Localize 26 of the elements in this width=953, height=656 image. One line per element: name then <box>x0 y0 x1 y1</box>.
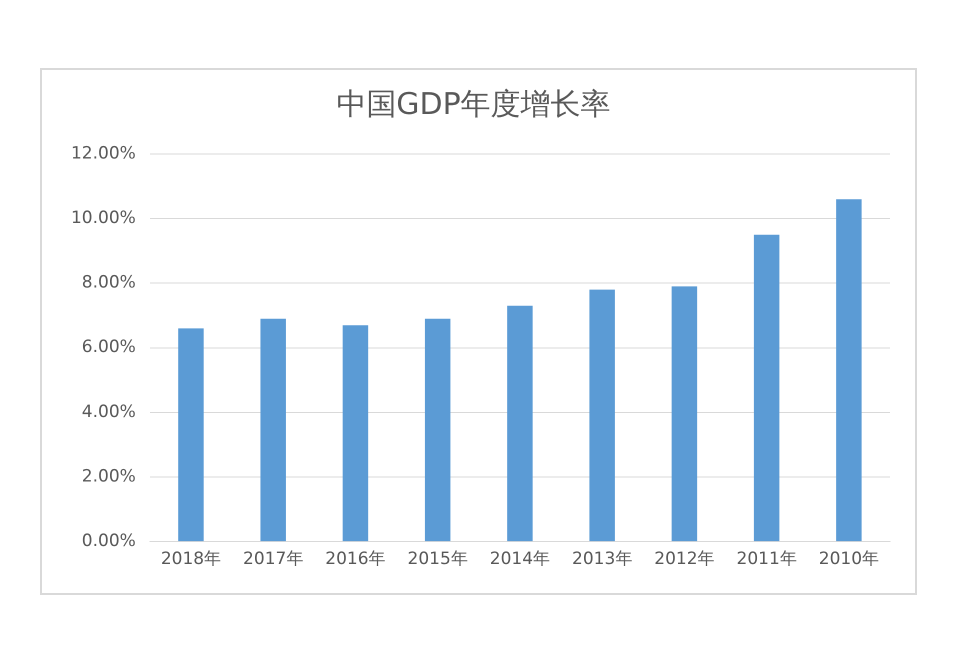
chart-title: 中国GDP年度增长率 <box>336 86 611 122</box>
x-tick-label: 2011年 <box>736 549 797 570</box>
bar <box>672 286 698 542</box>
x-tick-label: 2013年 <box>572 549 632 570</box>
y-tick-label: 4.00% <box>82 402 136 422</box>
bar <box>260 318 286 542</box>
x-tick-label: 2018年 <box>160 549 222 570</box>
x-tick-label: 2016年 <box>325 549 386 570</box>
x-tick-label: 2010年 <box>818 549 880 570</box>
x-tick-label: 2015年 <box>408 549 468 570</box>
bar <box>342 325 368 542</box>
bar <box>178 328 204 542</box>
y-tick-label: 12.00% <box>70 143 136 164</box>
x-tick-label: 2017年 <box>243 549 304 570</box>
y-tick-label: 10.00% <box>70 208 136 228</box>
y-tick-label: 6.00% <box>82 337 136 358</box>
y-tick-label: 0.00% <box>82 531 136 552</box>
bar <box>754 234 780 542</box>
bar <box>836 199 862 542</box>
x-tick-label: 2012年 <box>654 549 715 570</box>
y-tick-label: 8.00% <box>82 272 136 293</box>
x-tick-label: 2014年 <box>490 549 550 570</box>
bar <box>507 306 533 542</box>
bar <box>589 290 615 542</box>
bar <box>424 318 450 542</box>
y-tick-label: 2.00% <box>82 466 136 486</box>
